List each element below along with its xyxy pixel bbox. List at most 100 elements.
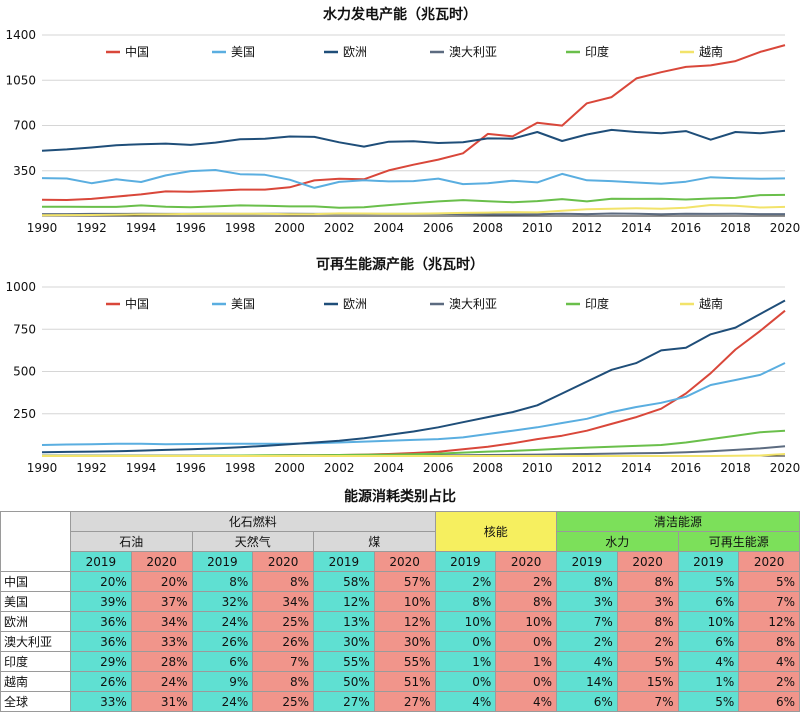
region-label: 印度 xyxy=(0,651,71,672)
table-cell: 0% xyxy=(495,671,557,692)
x-tick-label: 1990 xyxy=(27,221,58,235)
x-tick-label: 1998 xyxy=(225,461,256,475)
year-header: 2019 xyxy=(434,551,497,572)
table-cell: 7% xyxy=(738,591,800,612)
y-tick-label: 750 xyxy=(13,322,36,336)
series-line xyxy=(41,44,786,201)
y-tick-label: 700 xyxy=(13,119,36,133)
year-header: 2019 xyxy=(313,551,375,572)
table-row: 越南 26% 24% 9% 8% 50% 51% 0% 0% 14% 15% 1% 2% xyxy=(0,671,800,692)
table-cell: 5% xyxy=(677,571,740,592)
table-cell: 6% xyxy=(191,651,254,672)
group-fossil: 化石燃料 xyxy=(70,511,436,532)
legend-label: 中国 xyxy=(125,44,149,59)
legend-label: 澳大利亚 xyxy=(449,45,497,59)
table-cell: 6% xyxy=(738,691,800,712)
table-cell: 13% xyxy=(313,611,375,632)
region-label: 全球 xyxy=(0,691,71,712)
x-tick-label: 2006 xyxy=(423,461,454,475)
table-cell: 0% xyxy=(495,631,557,652)
table-row: 印度 29% 28% 6% 7% 55% 55% 1% 1% 4% 5% 4% 4% xyxy=(0,651,800,672)
table-cell: 1% xyxy=(677,671,740,692)
x-tick-label: 1994 xyxy=(126,461,157,475)
hydro-chart: 350 700 1050 1400 1990 1992 1994 1996 1998 2000 20… xyxy=(5,28,800,235)
table-cell: 4% xyxy=(495,691,557,712)
table-cell: 25% xyxy=(252,691,314,712)
table-cell: 26% xyxy=(191,631,254,652)
year-header: 2019 xyxy=(677,551,740,572)
table-cell: 30% xyxy=(313,631,375,652)
x-tick-label: 2004 xyxy=(373,221,404,235)
x-tick-label: 2014 xyxy=(621,221,652,235)
table-cell: 36% xyxy=(70,611,132,632)
table-cell: 33% xyxy=(130,631,193,652)
group-clean: 清洁能源 xyxy=(556,511,800,532)
table-row: 欧洲 36% 34% 24% 25% 13% 12% 10% 10% 7% 8% 10% 12% xyxy=(0,611,800,632)
table-cell: 4% xyxy=(738,651,800,672)
year-header: 2019 xyxy=(70,551,132,572)
year-header: 2020 xyxy=(495,551,557,572)
table-cell: 30% xyxy=(373,631,436,652)
table-cell: 12% xyxy=(373,611,436,632)
table-cell: 27% xyxy=(373,691,436,712)
y-tick-label: 350 xyxy=(13,164,36,178)
table-cell: 57% xyxy=(373,571,436,592)
x-tick-label: 2018 xyxy=(720,221,751,235)
year-header: 2020 xyxy=(738,551,800,572)
x-tick-label: 2008 xyxy=(473,461,504,475)
table-cell: 37% xyxy=(130,591,193,612)
table-cell: 12% xyxy=(738,611,800,632)
series-line xyxy=(42,193,786,209)
subgroup-oil: 石油 xyxy=(70,531,193,552)
x-tick-label: 1992 xyxy=(76,461,107,475)
year-header: 2020 xyxy=(130,551,193,572)
region-label: 欧洲 xyxy=(0,611,71,632)
subgroup-gas: 天然气 xyxy=(191,531,314,552)
table-cell: 6% xyxy=(556,691,618,712)
table-cell: 6% xyxy=(677,591,740,612)
subgroup-renewable: 可再生能源 xyxy=(677,531,800,552)
table-cell: 15% xyxy=(616,671,679,692)
table-cell: 10% xyxy=(434,611,497,632)
series-line xyxy=(41,362,786,446)
table-cell: 32% xyxy=(191,591,254,612)
x-tick-label: 2000 xyxy=(274,461,305,475)
energy-share-table-wrap: 化石燃料 核能 清洁能源 石油 天然气 煤 水力 可再生能源 2019 2020 2… xyxy=(0,511,800,712)
series-line xyxy=(41,299,786,454)
x-tick-label: 2006 xyxy=(423,221,454,235)
y-tick-label: 1050 xyxy=(5,73,36,87)
table-cell: 8% xyxy=(252,671,314,692)
x-tick-label: 2002 xyxy=(324,461,355,475)
legend-label: 美国 xyxy=(231,297,255,311)
table-cell: 10% xyxy=(373,591,436,612)
table-cell: 25% xyxy=(252,611,314,632)
legend-label: 欧洲 xyxy=(343,297,367,311)
table-cell: 20% xyxy=(70,571,132,592)
region-label: 美国 xyxy=(0,591,71,612)
x-tick-label: 2010 xyxy=(522,461,553,475)
legend-label: 澳大利亚 xyxy=(449,297,497,311)
series-line xyxy=(42,453,786,457)
x-tick-label: 1990 xyxy=(27,461,58,475)
table-cell: 2% xyxy=(495,571,557,592)
table-row: 澳大利亚 36% 33% 26% 26% 30% 30% 0% 0% 2% 2% 6% 8% xyxy=(0,631,800,652)
table-cell: 14% xyxy=(556,671,618,692)
y-tick-label: 500 xyxy=(13,365,36,379)
table-cell: 7% xyxy=(252,651,314,672)
subgroup-hydro: 水力 xyxy=(556,531,679,552)
table-title: 能源消耗类别占比 xyxy=(344,489,456,505)
renewable-chart: 250 500 750 1000 1990 1992 1994 1996 1998 2000 200… xyxy=(5,280,800,475)
table-row: 中国 20% 20% 8% 8% 58% 57% 2% 2% 8% 8% 5% 5% xyxy=(0,571,800,592)
table-corner xyxy=(0,511,71,572)
y-tick-label: 250 xyxy=(13,407,36,421)
table-cell: 29% xyxy=(70,651,132,672)
legend-label: 越南 xyxy=(699,44,723,59)
x-tick-label: 2016 xyxy=(671,221,702,235)
legend-label: 越南 xyxy=(699,296,723,311)
legend-label: 印度 xyxy=(585,296,609,311)
table-cell: 2% xyxy=(434,571,497,592)
table-cell: 8% xyxy=(191,571,254,592)
year-header: 2020 xyxy=(373,551,436,572)
x-tick-label: 1998 xyxy=(225,221,256,235)
x-tick-label: 1996 xyxy=(175,461,206,475)
